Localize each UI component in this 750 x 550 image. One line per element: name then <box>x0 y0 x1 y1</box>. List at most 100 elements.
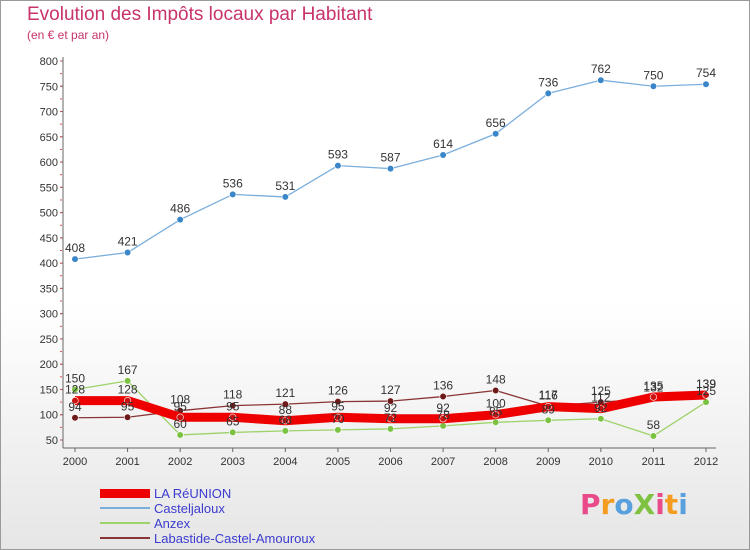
data-label: 531 <box>275 179 295 193</box>
logo-letter: t <box>664 488 679 521</box>
data-point <box>281 417 289 425</box>
data-label: 95 <box>173 399 187 413</box>
x-tick-label: 2007 <box>431 456 455 468</box>
data-point <box>229 413 237 421</box>
data-point <box>439 151 447 159</box>
data-label: 148 <box>486 372 506 386</box>
data-point <box>386 397 395 405</box>
data-point <box>71 385 79 394</box>
data-point <box>492 130 500 138</box>
data-label: 94 <box>68 400 82 414</box>
data-point <box>229 190 237 199</box>
data-label: 68 <box>279 413 293 427</box>
data-label: 125 <box>591 384 611 398</box>
data-point <box>123 377 132 385</box>
data-label: 736 <box>538 75 558 89</box>
data-point <box>334 426 342 434</box>
data-label: 85 <box>489 404 503 418</box>
data-label: 92 <box>594 401 608 415</box>
data-label: 95 <box>226 399 240 413</box>
data-label: 112 <box>591 391 610 405</box>
data-point <box>544 403 552 411</box>
data-point <box>71 255 79 263</box>
y-tick-label: 200 <box>40 359 58 371</box>
legend-label: LA RéUNION <box>154 486 232 501</box>
data-label: 150 <box>65 371 85 385</box>
data-point <box>702 398 710 406</box>
data-label: 65 <box>226 414 240 428</box>
data-point <box>492 386 500 395</box>
data-point <box>281 400 289 408</box>
proxiti-logo: ProXiti <box>580 488 688 521</box>
y-tick-label: 150 <box>40 384 58 396</box>
data-point <box>176 216 184 224</box>
x-tick-label: 2003 <box>221 456 245 468</box>
y-tick-label: 400 <box>40 258 58 270</box>
data-label: 100 <box>486 397 506 411</box>
data-label: 58 <box>647 418 661 432</box>
data-point <box>439 392 447 401</box>
data-label: 614 <box>433 137 453 151</box>
data-point <box>281 193 289 201</box>
chart-subtitle: (en € et par an) <box>27 28 110 42</box>
data-label: 136 <box>433 379 453 393</box>
x-tick-label: 2010 <box>589 456 613 468</box>
legend-swatch <box>100 507 150 509</box>
data-label: 92 <box>384 401 398 415</box>
data-point <box>597 415 605 423</box>
data-point <box>334 397 342 406</box>
chart-title: Evolution des Impôts locaux par Habitant <box>27 4 373 25</box>
y-tick-label: 750 <box>40 81 58 93</box>
x-tick-label: 2008 <box>483 456 507 468</box>
y-tick-label: 500 <box>40 208 58 220</box>
legend-swatch <box>100 522 150 524</box>
data-point <box>597 405 605 413</box>
data-label: 72 <box>384 411 398 425</box>
data-point <box>544 416 552 424</box>
data-label: 89 <box>542 402 556 416</box>
data-point <box>334 162 342 170</box>
data-label: 78 <box>436 408 450 422</box>
logo-letter: i <box>655 488 665 521</box>
legend-swatch <box>100 488 150 498</box>
x-tick-label: 2002 <box>168 456 192 468</box>
y-tick-label: 800 <box>40 56 58 68</box>
logo-letter: r <box>600 488 615 521</box>
data-point <box>544 89 552 97</box>
data-point <box>386 425 395 433</box>
data-point <box>123 248 132 257</box>
data-label: 132 <box>643 381 663 395</box>
x-tick-label: 2012 <box>694 456 718 468</box>
data-label: 754 <box>696 66 716 80</box>
data-label: 536 <box>223 176 243 190</box>
x-tick-label: 2006 <box>378 456 402 468</box>
x-tick-label: 2009 <box>536 456 560 468</box>
data-point <box>386 415 395 423</box>
data-point <box>176 413 184 421</box>
data-label: 593 <box>328 148 348 162</box>
logo-letter: i <box>678 488 688 521</box>
y-tick-label: 50 <box>46 435 58 447</box>
x-tick-label: 2004 <box>273 456 297 468</box>
y-tick-label: 350 <box>40 283 58 295</box>
data-point <box>702 80 710 88</box>
data-label: 108 <box>170 393 190 407</box>
data-label: 139 <box>696 377 716 391</box>
data-label: 126 <box>328 384 348 398</box>
data-label: 95 <box>121 399 135 413</box>
data-point <box>176 431 184 439</box>
data-point <box>439 415 447 423</box>
legend-label: Labastide-Castel-Amouroux <box>154 531 316 546</box>
data-point <box>123 413 132 421</box>
data-point <box>702 391 710 399</box>
legend-label: Anzex <box>154 516 191 531</box>
data-label: 116 <box>539 389 558 403</box>
data-label: 421 <box>118 235 138 249</box>
data-label: 486 <box>170 202 190 216</box>
logo-letter: P <box>580 488 601 521</box>
x-tick-label: 2001 <box>115 456 139 468</box>
data-label: 587 <box>380 151 400 165</box>
data-point <box>71 414 79 422</box>
data-point <box>439 422 447 430</box>
